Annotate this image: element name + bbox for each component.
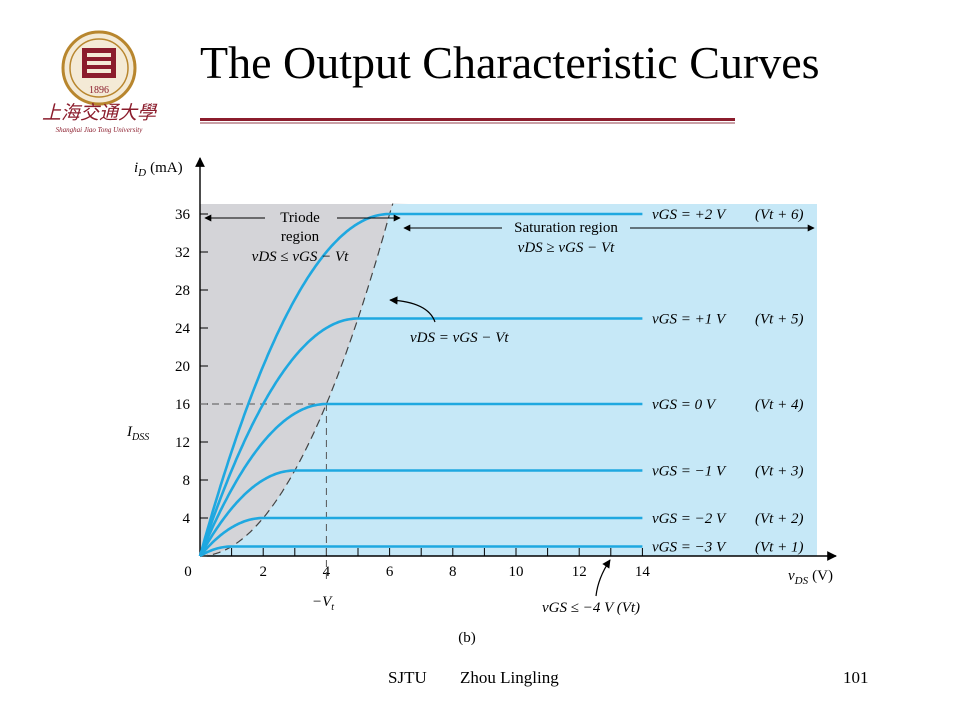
x-axis-label: vDS (V) xyxy=(788,568,833,587)
y-axis-label: iD (mA) xyxy=(134,160,183,179)
logo-text-en: Shanghai Jiao Tong University xyxy=(56,126,144,134)
footer-center: Zhou Lingling xyxy=(460,668,559,687)
y-tick-label: 28 xyxy=(175,283,190,299)
triode-region-condition: vDS ≤ vGS − Vt xyxy=(252,249,349,265)
curve-vgs-label: vGS = −1 V xyxy=(652,464,727,480)
y-tick-label: 12 xyxy=(175,435,190,451)
curve-vt-label: (Vt + 5) xyxy=(755,312,803,328)
sjtu-university-logo: 1896 上海交通大學 Shanghai Jiao Tong Universit… xyxy=(42,30,158,134)
characteristic-curve xyxy=(198,317,643,557)
footer-page-number: 101 xyxy=(843,668,869,687)
curve-vt-label: (Vt + 2) xyxy=(755,511,803,527)
x-tick-label: 6 xyxy=(386,564,394,580)
x-tick-label: 14 xyxy=(635,564,651,580)
characteristic-curve xyxy=(199,516,643,557)
slide-title: The Output Characteristic Curves xyxy=(200,37,820,88)
triode-region-title: Triode xyxy=(280,210,320,226)
figure-caption: (b) xyxy=(458,630,476,646)
title-underline xyxy=(200,118,735,124)
curve-vt-label: (Vt + 3) xyxy=(755,464,803,480)
y-tick-label: 4 xyxy=(183,511,191,527)
boundary-pointer-arrow xyxy=(389,296,436,323)
curve-vgs-label: vGS = −3 V xyxy=(652,540,727,556)
idss-label: IDSS xyxy=(126,424,149,443)
boundary-label: vDS = vGS − Vt xyxy=(410,330,509,346)
y-tick-label: 32 xyxy=(175,245,190,261)
curve-vgs-label: vGS = +2 V xyxy=(652,207,727,223)
saturation-region-title: Saturation region xyxy=(514,220,618,236)
boundary-curve xyxy=(199,203,394,557)
logo-year: 1896 xyxy=(89,85,109,96)
characteristic-curve xyxy=(198,402,643,557)
minus-vt-label: −Vt xyxy=(312,594,334,613)
curve-vgs-label: vGS = −2 V xyxy=(652,511,727,527)
characteristic-curve xyxy=(199,545,643,558)
x-tick-label: 10 xyxy=(509,564,524,580)
curve-vt-label: (Vt + 4) xyxy=(755,397,803,413)
saturation-region-condition: vDS ≥ vGS − Vt xyxy=(518,240,615,256)
x-tick-label: 2 xyxy=(259,564,267,580)
triode-region-subtitle: region xyxy=(281,229,320,245)
x-tick-label: 8 xyxy=(449,564,457,580)
characteristic-curve xyxy=(198,212,643,557)
y-tick-label: 24 xyxy=(175,321,191,337)
footer-left: SJTU xyxy=(388,668,427,687)
curve-vt-label: (Vt + 6) xyxy=(755,207,803,223)
curve-vt-label: (Vt + 1) xyxy=(755,540,803,556)
y-tick-label: 8 xyxy=(183,473,191,489)
y-tick-label: 20 xyxy=(175,359,190,375)
x-tick-label: 12 xyxy=(572,564,587,580)
cutoff-pointer-arrow xyxy=(595,559,611,597)
y-tick-label: 36 xyxy=(175,207,191,223)
curve-vgs-label: vGS = 0 V xyxy=(652,397,717,413)
y-tick-label: 16 xyxy=(175,397,191,413)
characteristic-curve xyxy=(198,469,643,557)
logo-text-cn: 上海交通大學 xyxy=(42,102,158,124)
cutoff-label: vGS ≤ −4 V (Vt) xyxy=(542,600,640,616)
curve-vgs-label: vGS = +1 V xyxy=(652,312,727,328)
x-tick-label: 0 xyxy=(184,564,192,580)
triode-region-bg xyxy=(200,203,409,556)
